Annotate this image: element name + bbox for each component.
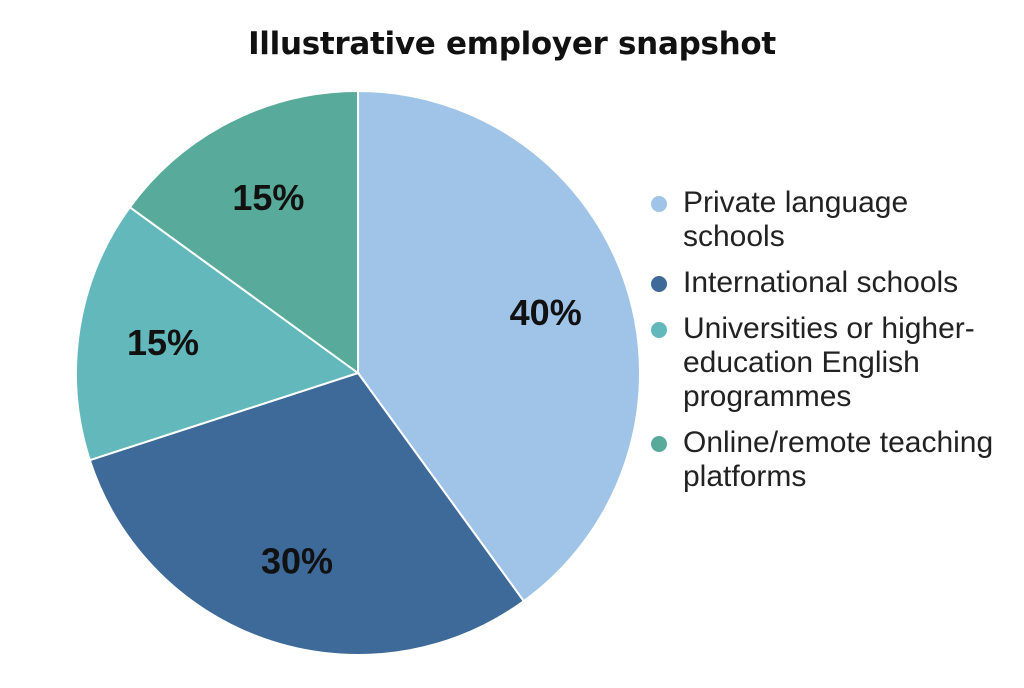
slice-label-international-schools: 30% <box>261 541 333 582</box>
pie-slice-private-language-schools <box>357 89 641 603</box>
legend-label: Universities or higher-education English… <box>683 312 975 413</box>
slice-label-universities-or-higher-education-english-programmes: 15% <box>127 322 199 363</box>
legend-label: Online/remote teaching platforms <box>683 426 994 493</box>
legend-swatch <box>651 276 667 292</box>
legend-item-online-platforms: Online/remote teaching platforms <box>648 426 1018 494</box>
slice-label-online-remote-teaching-platforms: 15% <box>232 177 304 218</box>
legend-swatch <box>651 322 667 338</box>
legend-swatch <box>651 196 667 212</box>
legend-swatch <box>651 436 667 452</box>
slice-label-private-language-schools: 40% <box>510 292 582 333</box>
pie-slice-universities-or-higher-education-english-programmes <box>75 205 361 462</box>
legend-label: International schools <box>683 266 959 299</box>
chart-title: Illustrative employer snapshot <box>248 26 776 62</box>
legend-item-international-schools: International schools <box>648 266 1018 300</box>
legend-label: Private language schools <box>683 186 909 253</box>
pie-slice-online-remote-teaching-platforms <box>128 89 359 375</box>
legend: Private language schools International s… <box>648 186 1018 506</box>
legend-item-private-language-schools: Private language schools <box>648 186 1018 254</box>
legend-item-universities: Universities or higher-education English… <box>648 312 1018 414</box>
pie-slice-international-schools <box>88 371 526 656</box>
